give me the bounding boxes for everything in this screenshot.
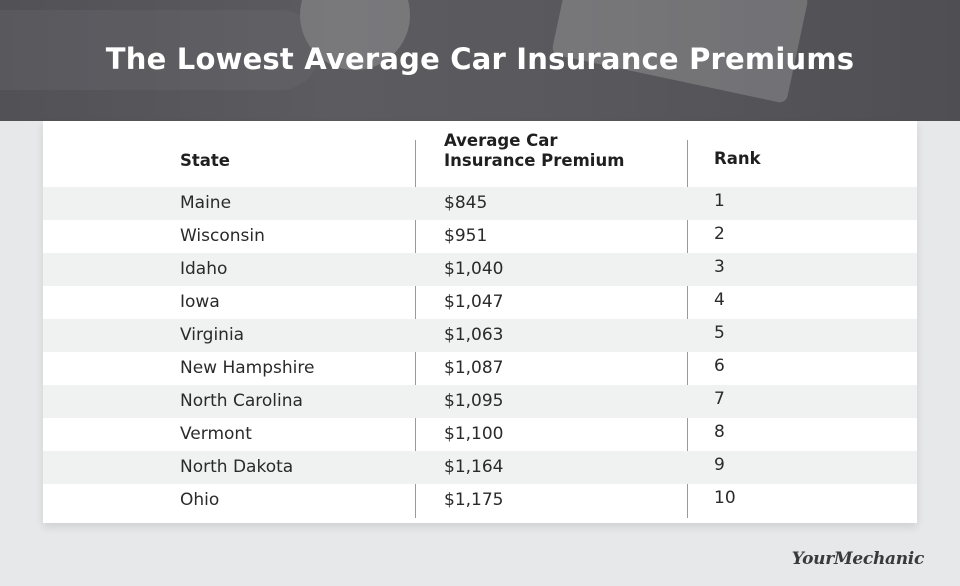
header-premium-line2: Insurance Premium: [444, 151, 625, 170]
cell-premium: $1,047: [444, 292, 504, 312]
cell-state: Wisconsin: [180, 226, 265, 246]
cell-premium: $1,100: [444, 424, 504, 444]
cell-premium: $1,040: [444, 259, 504, 279]
cell-premium: $1,087: [444, 358, 504, 378]
table-row: New Hampshire $1,087 6: [43, 352, 917, 385]
table-row: Vermont $1,100 8: [43, 418, 917, 451]
cell-rank: 4: [714, 290, 725, 310]
header-premium: Average Car Insurance Premium: [444, 131, 624, 171]
table-row: North Carolina $1,095 7: [43, 385, 917, 418]
header-state: State: [180, 151, 230, 170]
header-premium-line1: Average Car: [444, 131, 558, 150]
cell-rank: 7: [714, 389, 725, 409]
cell-state: Virginia: [180, 325, 245, 345]
cell-state: Idaho: [180, 259, 228, 279]
table-row: Iowa $1,047 4: [43, 286, 917, 319]
header-rank: Rank: [714, 149, 761, 168]
cell-rank: 8: [714, 422, 725, 442]
table-row: North Dakota $1,164 9: [43, 451, 917, 484]
page-title: The Lowest Average Car Insurance Premium…: [105, 42, 855, 76]
cell-state: Ohio: [180, 490, 220, 510]
cell-premium: $951: [444, 226, 488, 246]
cell-premium: $1,095: [444, 391, 504, 411]
cell-rank: 2: [714, 224, 725, 244]
cell-state: Iowa: [180, 292, 220, 312]
table-body: Maine $845 1 Wisconsin $951 2 Idaho $1,0…: [43, 187, 917, 517]
cell-premium: $1,063: [444, 325, 504, 345]
cell-rank: 1: [714, 191, 725, 211]
cell-state: North Dakota: [180, 457, 294, 477]
header-banner: The Lowest Average Car Insurance Premium…: [0, 0, 960, 121]
premiums-table: State Average Car Insurance Premium Rank…: [43, 121, 917, 523]
table-row: Idaho $1,040 3: [43, 253, 917, 286]
cell-premium: $845: [444, 193, 488, 213]
cell-rank: 9: [714, 455, 725, 475]
table-row: Ohio $1,175 10: [43, 484, 917, 517]
table-row: Wisconsin $951 2: [43, 220, 917, 253]
cell-rank: 6: [714, 356, 725, 376]
cell-rank: 3: [714, 257, 725, 277]
cell-rank: 5: [714, 323, 725, 343]
table-row: Maine $845 1: [43, 187, 917, 220]
cell-state: Vermont: [180, 424, 252, 444]
table-row: Virginia $1,063 5: [43, 319, 917, 352]
yourmechanic-logo: YourMechanic: [791, 549, 925, 569]
cell-rank: 10: [714, 488, 736, 508]
cell-premium: $1,175: [444, 490, 504, 510]
cell-state: Maine: [180, 193, 232, 213]
cell-premium: $1,164: [444, 457, 504, 477]
cell-state: North Carolina: [180, 391, 303, 411]
background-car-body-shape: [0, 10, 320, 90]
cell-state: New Hampshire: [180, 358, 315, 378]
